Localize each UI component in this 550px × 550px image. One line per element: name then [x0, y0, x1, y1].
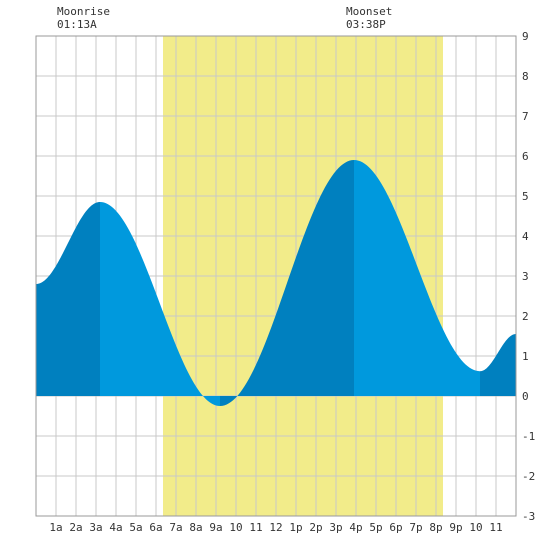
- moonrise-title: Moonrise: [57, 5, 110, 18]
- tide-area-falling: [100, 202, 220, 406]
- y-tick-label: 6: [522, 150, 529, 163]
- x-tick-label: 8a: [189, 521, 202, 534]
- x-tick-label: 10: [229, 521, 242, 534]
- x-tick-label: 12: [269, 521, 282, 534]
- tide-area-rising: [480, 334, 516, 396]
- moonset-title: Moonset: [346, 5, 393, 18]
- y-tick-label: 8: [522, 70, 529, 83]
- x-tick-label: 9p: [449, 521, 462, 534]
- x-tick-label: 2a: [69, 521, 82, 534]
- x-tick-label: 3p: [329, 521, 342, 534]
- y-tick-label: 2: [522, 310, 529, 323]
- moonrise-time: 01:13A: [57, 18, 97, 31]
- x-tick-label: 1p: [289, 521, 302, 534]
- x-tick-label: 11: [489, 521, 502, 534]
- x-tick-labels: 1a 2a 3a 4a 5a 6a 7a 8a 9a 10 11 12 1p 2p 3p 4p 5p 6p 7p 8p…: [49, 521, 502, 534]
- x-tick-label: 11: [249, 521, 262, 534]
- moonset-time: 03:38P: [346, 18, 386, 31]
- x-tick-label: 4a: [109, 521, 122, 534]
- x-tick-label: 3a: [89, 521, 102, 534]
- x-tick-label: 9a: [209, 521, 222, 534]
- x-tick-label: 6a: [149, 521, 162, 534]
- y-tick-label: 5: [522, 190, 529, 203]
- tide-area-rising: [220, 160, 354, 406]
- y-tick-label: -2: [522, 470, 535, 483]
- x-tick-label: 4p: [349, 521, 362, 534]
- y-tick-label: -3: [522, 510, 535, 523]
- x-tick-label: 8p: [429, 521, 442, 534]
- frame-layer: [35, 35, 517, 517]
- x-tick-label: 1a: [49, 521, 62, 534]
- y-tick-label: 7: [522, 110, 529, 123]
- plot-frame: [35, 35, 517, 517]
- x-tick-label: 5p: [369, 521, 382, 534]
- x-tick-label: 7a: [169, 521, 182, 534]
- y-tick-label: 4: [522, 230, 529, 243]
- moonrise-label: Moonrise 01:13A: [57, 5, 110, 31]
- tide-area-layer: [36, 160, 516, 406]
- y-tick-label: 0: [522, 390, 529, 403]
- y-tick-label: -1: [522, 430, 535, 443]
- x-tick-label: 7p: [409, 521, 422, 534]
- y-tick-label: 3: [522, 270, 529, 283]
- y-tick-label: 1: [522, 350, 529, 363]
- tide-area-falling: [354, 160, 480, 396]
- moonset-label: Moonset 03:38P: [346, 5, 392, 31]
- y-tick-label: 9: [522, 30, 529, 43]
- x-tick-label: 5a: [129, 521, 142, 534]
- x-tick-label: 10: [469, 521, 482, 534]
- y-tick-labels: -3 -2 -1 0 1 2 3 4 5 6 7 8 9: [522, 30, 535, 523]
- x-tick-label: 6p: [389, 521, 402, 534]
- tide-area-rising: [36, 202, 100, 396]
- x-tick-label: 2p: [309, 521, 322, 534]
